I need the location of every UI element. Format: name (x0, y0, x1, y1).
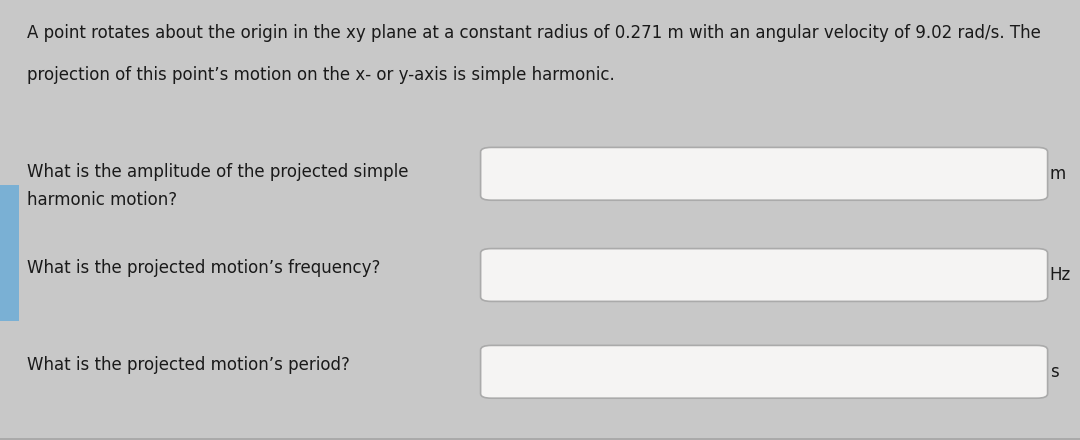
Text: projection of this point’s motion on the x- or y-axis is simple harmonic.: projection of this point’s motion on the… (27, 66, 615, 84)
Text: What is the projected motion’s frequency?: What is the projected motion’s frequency… (27, 260, 380, 277)
FancyBboxPatch shape (481, 345, 1048, 398)
FancyBboxPatch shape (0, 438, 1080, 440)
Text: Hz: Hz (1050, 266, 1071, 284)
Text: What is the amplitude of the projected simple: What is the amplitude of the projected s… (27, 163, 408, 181)
FancyBboxPatch shape (481, 249, 1048, 301)
Text: A point rotates about the origin in the xy plane at a constant radius of 0.271 m: A point rotates about the origin in the … (27, 24, 1041, 42)
Text: harmonic motion?: harmonic motion? (27, 191, 177, 209)
Bar (0, 185, 19, 321)
FancyBboxPatch shape (481, 147, 1048, 200)
Text: s: s (1050, 363, 1058, 381)
Text: m: m (1050, 165, 1066, 183)
Text: What is the projected motion’s period?: What is the projected motion’s period? (27, 356, 350, 374)
